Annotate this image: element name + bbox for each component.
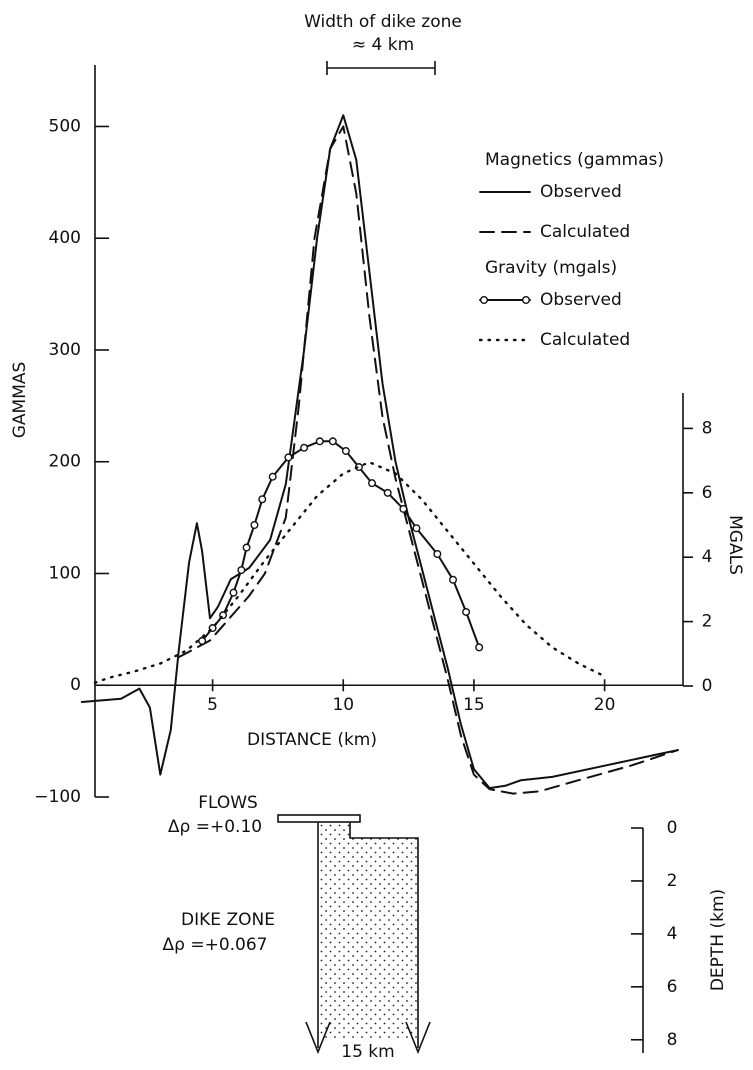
x-tick-label: 20: [594, 695, 616, 715]
dike-outline: [317, 822, 419, 1048]
series-line: [177, 125, 679, 795]
dike-density: Δρ =+0.067: [163, 935, 268, 955]
data-point: [258, 495, 267, 504]
data-point: [383, 488, 392, 497]
y-tick-label: 400: [49, 228, 81, 248]
y2-tick-label: 8: [702, 418, 713, 438]
y2-tick-label: 4: [702, 547, 713, 567]
dike-zone: [318, 822, 418, 1040]
y-tick-label: 500: [49, 116, 81, 136]
data-point: [399, 504, 408, 513]
data-point: [462, 607, 471, 616]
legend-label: Calculated: [540, 222, 630, 242]
depth-tick-label: 0: [667, 818, 678, 838]
y2-tick-label: 0: [702, 676, 713, 696]
data-point: [198, 636, 207, 645]
data-point: [242, 543, 251, 552]
legend-swatch: [480, 296, 489, 305]
dike-extent: 15 km: [341, 1042, 394, 1062]
legend-label: Observed: [540, 182, 622, 202]
flows-density: Δρ =+0.10: [168, 817, 262, 837]
x-tick-label: 5: [207, 695, 218, 715]
y-tick-label: −100: [34, 787, 81, 807]
data-point: [368, 479, 377, 488]
data-point: [300, 443, 309, 452]
data-point: [237, 566, 246, 575]
y-tick-label: 200: [49, 452, 81, 472]
y-tick-label: 300: [49, 340, 81, 360]
data-point: [433, 549, 442, 558]
data-point: [268, 472, 277, 481]
flows-label: FLOWS: [198, 793, 258, 813]
data-point: [250, 521, 259, 530]
legend-swatch: [522, 296, 531, 305]
data-point: [341, 446, 350, 455]
legend-label: Calculated: [540, 330, 630, 350]
data-point: [475, 643, 484, 652]
arrows: [305, 1021, 431, 1055]
flows-layer: [277, 814, 361, 823]
depth-tick-label: 6: [667, 977, 678, 997]
legend-group-title: Gravity (mgals): [485, 258, 617, 278]
y2-tick-label: 6: [702, 483, 713, 503]
data-point: [328, 437, 337, 446]
width-bracket: [326, 61, 436, 75]
data-point: [412, 524, 421, 533]
y2-axis-label: MGALS: [725, 515, 745, 575]
x-tick-label: 10: [332, 695, 354, 715]
depth-tick-label: 2: [667, 871, 678, 891]
y2-tick-label: 2: [702, 612, 713, 632]
cross-section: FLOWS Δρ =+0.10 DIKE ZONE Δρ =+0.067 15 …: [163, 793, 728, 1062]
data-point: [449, 575, 458, 584]
depth-axis-label: DEPTH (km): [708, 889, 728, 991]
x-tick-label: 15: [463, 695, 485, 715]
legend-group-title: Magnetics (gammas): [485, 150, 664, 170]
data-point: [284, 453, 293, 462]
series-line: [80, 114, 679, 790]
y-tick-label: 100: [49, 563, 81, 583]
y-axis-label: GAMMAS: [10, 362, 30, 439]
x-axis-label: DISTANCE (km): [247, 730, 377, 750]
depth-tick-label: 8: [667, 1030, 678, 1050]
dike-label: DIKE ZONE: [181, 910, 275, 930]
series-line: [93, 461, 606, 684]
legend-label: Observed: [540, 290, 622, 310]
y-tick-label: 0: [70, 675, 81, 695]
annotation: ≈ 4 km: [352, 35, 414, 55]
annotation: Width of dike zone: [304, 12, 462, 32]
series-line: [201, 440, 481, 649]
depth-tick-label: 4: [667, 924, 678, 944]
data-point: [229, 588, 238, 597]
data-point: [315, 437, 324, 446]
